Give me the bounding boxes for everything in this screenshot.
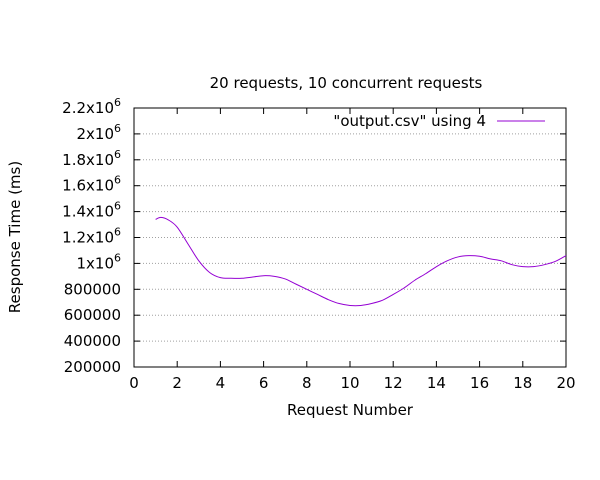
x-tick-label: 0: [129, 374, 139, 392]
y-tick-label: 1.8x106: [62, 148, 121, 169]
x-tick-label: 14: [427, 374, 446, 392]
y-tick-label: 1.2x106: [62, 226, 121, 247]
grid-lines: [134, 133, 566, 342]
x-tick-label: 4: [216, 374, 226, 392]
y-tick-label: 200000: [64, 358, 121, 376]
y-axis-label: Response Time (ms): [6, 161, 24, 313]
x-tick-label: 16: [470, 374, 489, 392]
y-axis-ticks: 200000 400000 600000 800000 1x106 1.2x106 1.4x…: [62, 96, 566, 376]
x-tick-label: 12: [384, 374, 403, 392]
chart-title: 20 requests, 10 concurrent requests: [210, 74, 483, 92]
x-tick-label: 20: [556, 374, 575, 392]
legend-entry-label: "output.csv" using 4: [333, 112, 486, 130]
x-tick-label: 2: [172, 374, 182, 392]
series-line: [155, 216, 567, 307]
y-tick-label: 1.4x106: [62, 200, 121, 221]
x-tick-label: 10: [340, 374, 359, 392]
series-layer: [155, 216, 567, 307]
y-tick-label: 1.6x106: [62, 174, 121, 195]
x-tick-label: 6: [259, 374, 269, 392]
x-tick-label: 18: [513, 374, 532, 392]
y-tick-label: 2x106: [76, 122, 121, 143]
x-axis-ticks: 0 2 4 6 8 10 12 14 16 18 20: [129, 108, 576, 392]
x-tick-label: 8: [302, 374, 312, 392]
y-tick-label: 600000: [64, 306, 121, 324]
x-axis-label: Request Number: [287, 401, 414, 419]
y-tick-label: 1x106: [76, 251, 121, 272]
y-tick-label: 2.2x106: [62, 96, 121, 117]
legend: "output.csv" using 4: [333, 112, 545, 130]
y-tick-label: 800000: [64, 280, 121, 298]
y-tick-label: 400000: [64, 332, 121, 350]
